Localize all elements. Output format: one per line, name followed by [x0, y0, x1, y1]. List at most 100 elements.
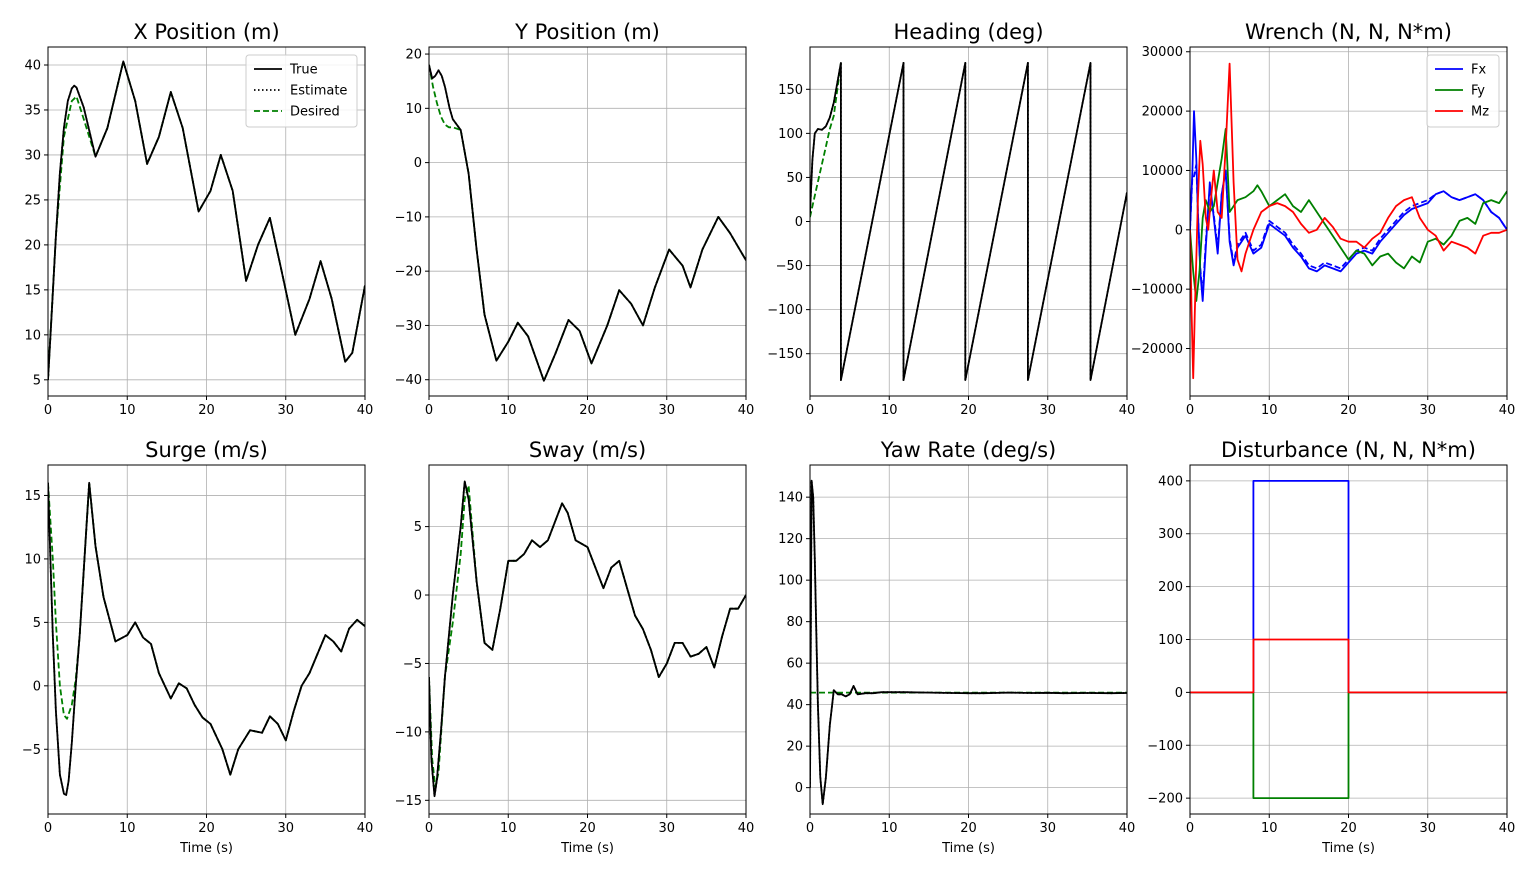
y-tick-label: 20000	[1142, 105, 1183, 120]
plot-wrench: 0 10 20 30 40 −20000 −10000 0 10000 20000 30000 Wre…	[1131, 20, 1516, 418]
series-line-estimate-dotted	[48, 60, 365, 380]
plot-title: Wrench (N, N, N*m)	[1245, 20, 1452, 44]
x-tick-label: 30	[1039, 403, 1056, 418]
y-tick-label: 200	[1158, 580, 1183, 595]
x-tick-label: 10	[881, 821, 898, 836]
y-tick-label: 30	[24, 148, 41, 163]
x-tick-label: 40	[1499, 821, 1516, 836]
x-tick-label: 40	[738, 403, 755, 418]
x-axis-label: Time (s)	[941, 841, 995, 856]
y-tick-label: 10	[24, 552, 41, 567]
y-tick-label: 300	[1158, 527, 1183, 542]
x-tick-label: 0	[806, 821, 814, 836]
y-tick-label: −10	[395, 210, 422, 225]
y-tick-label: 120	[778, 532, 803, 547]
y-tick-label: 40	[786, 698, 803, 713]
y-tick-label: 15	[24, 283, 41, 298]
plot-title: Yaw Rate (deg/s)	[880, 438, 1056, 462]
plot-title: Y Position (m)	[514, 20, 660, 44]
x-tick-label: 30	[1419, 403, 1436, 418]
legend-label: Mz	[1471, 105, 1489, 120]
legend-box	[1426, 54, 1500, 128]
legend-label: True	[289, 63, 318, 78]
legend-label: Desired	[290, 105, 340, 120]
y-tick-label: −100	[767, 303, 803, 318]
y-tick-label: −20000	[1131, 342, 1183, 357]
x-tick-label: 20	[579, 821, 596, 836]
plot-xpos: 0 10 20 30 40 5 10 15 20 25 30 35 40 X Position (m) Tr…	[24, 20, 373, 418]
y-tick-label: 30000	[1142, 45, 1183, 60]
series-group	[429, 64, 746, 382]
y-tick-label: 100	[778, 574, 803, 589]
plot-yawrate: 0 10 20 30 40 0 20 40 60 80 100 120 140 Yaw Rate (deg…	[778, 438, 1135, 856]
x-tick-label: 30	[1419, 821, 1436, 836]
y-tick-label: 0	[1175, 686, 1183, 701]
series-group	[810, 62, 1127, 382]
x-tick-label: 20	[198, 403, 215, 418]
plot-heading: 0 10 20 30 40 −150 −100 −50 0 50 100 150 Heading (de…	[767, 20, 1135, 418]
x-tick-label: 40	[1119, 403, 1136, 418]
series-line-estimate-dotted	[429, 64, 746, 382]
y-tick-label: 140	[778, 491, 803, 506]
series-group	[48, 481, 365, 796]
y-tick-label: 0	[795, 781, 803, 796]
y-tick-label: 150	[778, 83, 803, 98]
legend-box	[245, 54, 358, 128]
legend-label: Fx	[1471, 63, 1486, 78]
series-group	[1190, 479, 1507, 799]
y-tick-label: −5	[22, 743, 41, 758]
x-tick-label: 40	[357, 821, 374, 836]
y-tick-label: −150	[767, 347, 803, 362]
plot-title: X Position (m)	[133, 20, 279, 44]
x-tick-label: 0	[425, 821, 433, 836]
plot-ypos: 0 10 20 30 40 −40 −30 −20 −10 0 10 20 Y Position (m)	[395, 20, 755, 418]
y-tick-label: 5	[414, 520, 422, 535]
legend: True Estimate Desired	[245, 54, 358, 128]
series-line-desired-dashed	[810, 62, 842, 218]
y-tick-label: 40	[24, 58, 41, 73]
x-tick-label: 10	[119, 821, 136, 836]
y-tick-label: −100	[1147, 739, 1183, 754]
series-group	[48, 60, 365, 380]
x-tick-label: 0	[1186, 821, 1194, 836]
x-tick-label: 0	[44, 403, 52, 418]
y-tick-label: −10	[395, 725, 422, 740]
x-tick-label: 30	[658, 821, 675, 836]
x-tick-label: 0	[44, 821, 52, 836]
y-tick-label: 0	[33, 679, 41, 694]
x-tick-label: 20	[960, 403, 977, 418]
y-tick-label: −30	[395, 319, 422, 334]
y-tick-label: 80	[786, 615, 803, 630]
y-tick-label: −20	[395, 265, 422, 280]
legend: Fx Fy Mz	[1426, 54, 1500, 128]
series-line-estimate-dotted	[810, 62, 1127, 382]
y-tick-label: 0	[795, 215, 803, 230]
y-tick-label: 0	[414, 156, 422, 171]
x-tick-label: 30	[1039, 821, 1056, 836]
x-tick-label: 20	[1340, 403, 1357, 418]
y-tick-label: −15	[395, 794, 422, 809]
y-tick-label: 10000	[1142, 164, 1183, 179]
legend-label: Estimate	[290, 84, 347, 99]
series-line-estimate-dotted	[48, 481, 365, 796]
x-tick-label: 10	[500, 403, 517, 418]
y-tick-label: 5	[33, 616, 41, 631]
plot-title: Disturbance (N, N, N*m)	[1221, 438, 1476, 462]
series-line-estimate-dotted	[429, 480, 746, 798]
x-tick-label: 40	[1499, 403, 1516, 418]
x-tick-label: 20	[579, 403, 596, 418]
y-tick-label: 35	[24, 103, 41, 118]
x-tick-label: 0	[806, 403, 814, 418]
y-tick-label: 60	[786, 657, 803, 672]
x-tick-label: 10	[1261, 403, 1278, 418]
series-line-mz	[1190, 638, 1507, 694]
series-line-fx-dashed	[1190, 163, 1507, 297]
y-tick-label: 20	[786, 740, 803, 755]
y-tick-label: −10000	[1131, 283, 1183, 298]
y-tick-label: 0	[414, 589, 422, 604]
plot-title: Heading (deg)	[893, 20, 1043, 44]
y-tick-label: 10	[24, 328, 41, 343]
x-tick-label: 40	[738, 821, 755, 836]
y-tick-label: −200	[1147, 792, 1183, 807]
